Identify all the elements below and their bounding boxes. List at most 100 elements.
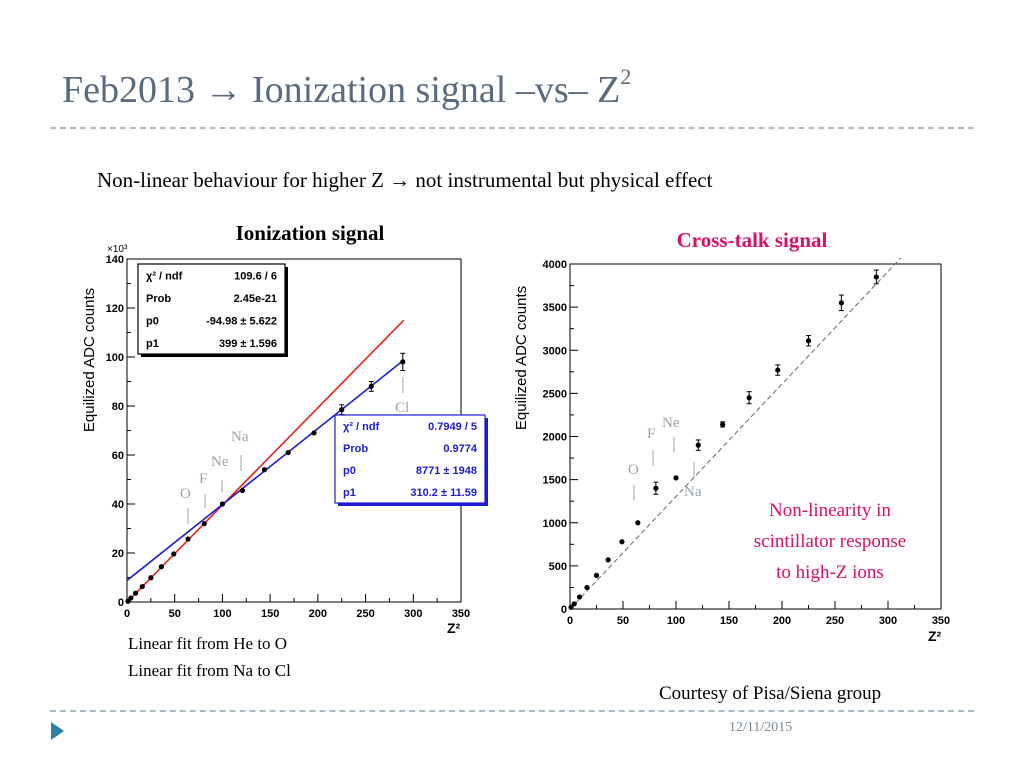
ion-fit1-stat-value: 109.6 / 6 xyxy=(234,270,277,282)
footer-divider xyxy=(50,710,974,712)
ion-data-point xyxy=(201,521,207,527)
ion-data-point xyxy=(219,501,226,507)
ion-y-tick-label: 60 xyxy=(112,450,124,462)
ct-y-tick-label: 2500 xyxy=(543,388,567,400)
ct-y-tick-label: 0 xyxy=(561,604,567,616)
ct-data-point xyxy=(619,539,625,545)
ion-fit1-stat-box xyxy=(137,263,286,355)
ct-data-point xyxy=(653,485,659,491)
ion-data-point xyxy=(261,467,268,473)
ct-data-point xyxy=(635,520,641,526)
slide-title-text: Feb2013 → Ionization signal –vs– Z xyxy=(62,69,621,111)
ion-x-tick-label: 250 xyxy=(356,608,374,620)
ion-fit2-stat-value: 0.9774 xyxy=(443,443,478,455)
ionization-heading: Ionization signal xyxy=(236,221,385,245)
ion-y-tick-label: 40 xyxy=(112,499,124,511)
ct-data-point xyxy=(605,557,611,563)
ct-element-label: F xyxy=(647,426,655,442)
ct-x-tick-label: 50 xyxy=(617,615,629,627)
ct-data-point xyxy=(584,584,590,591)
ion-fit1-stat-value: 2.45e-21 xyxy=(234,293,277,305)
ct-data-point xyxy=(593,572,600,578)
ct-x-tick-label: 350 xyxy=(932,615,950,627)
ion-fit2-stat-value: 8771 ± 1948 xyxy=(416,465,477,477)
crosstalk-note-line: to high-Z ions xyxy=(776,562,884,583)
ion-data-point xyxy=(311,430,317,436)
ion-data-point xyxy=(239,487,246,494)
ct-x-tick-label: 200 xyxy=(773,615,791,627)
ion-data-point xyxy=(400,359,406,365)
crosstalk-note-line: scintillator response xyxy=(754,531,907,552)
ion-x-tick-label: 350 xyxy=(452,608,470,620)
red-fit-legend: Linear fit from He to O xyxy=(128,634,288,653)
ion-data-point xyxy=(158,564,164,570)
ct-y-axis-label: Equilized ADC counts xyxy=(513,286,530,430)
ion-element-label: Cl xyxy=(395,400,409,416)
ct-x-tick-label: 150 xyxy=(720,615,738,627)
ct-y-tick-label: 1500 xyxy=(543,475,567,487)
ct-data-point xyxy=(720,421,726,428)
ion-y-tick-label: 140 xyxy=(106,254,124,266)
ion-y-multiplier: ×10³ xyxy=(107,244,128,255)
ct-y-tick-label: 500 xyxy=(549,561,567,573)
ion-element-label: O xyxy=(180,486,191,502)
ion-fit1-stat-label: Prob xyxy=(146,293,171,305)
ct-element-label: Na xyxy=(684,484,702,500)
ion-x-tick-label: 200 xyxy=(309,608,327,620)
ct-data-point xyxy=(805,338,812,344)
ion-fit1-stat-label: χ² / ndf xyxy=(146,270,183,282)
ion-y-tick-label: 80 xyxy=(112,401,124,413)
ion-y-tick-label: 120 xyxy=(106,303,124,315)
ct-element-label: O xyxy=(628,462,639,478)
ct-data-point xyxy=(873,274,879,280)
ct-y-tick-label: 3000 xyxy=(543,345,567,357)
slide-title: Feb2013 → Ionization signal –vs– Z2 xyxy=(62,66,631,112)
slide-subtitle: Non-linear behaviour for higher Z → not … xyxy=(97,168,713,192)
crosstalk-heading: Cross-talk signal xyxy=(677,228,828,252)
ct-y-tick-label: 4000 xyxy=(543,259,567,271)
ion-fit1-stat-value: -94.98 ± 5.622 xyxy=(206,315,277,327)
ion-fit2-stat-label: p1 xyxy=(343,487,356,499)
ion-fit2-stat-box xyxy=(334,414,486,504)
ion-fit1-stat-label: p1 xyxy=(146,338,159,350)
ion-data-point xyxy=(285,449,291,456)
ion-data-point xyxy=(128,595,134,601)
ion-element-label: F xyxy=(199,471,207,487)
ct-x-tick-label: 250 xyxy=(826,615,844,627)
ion-fit2-stat-label: Prob xyxy=(343,443,368,455)
ion-element-label: Ne xyxy=(211,454,229,470)
ion-data-point xyxy=(339,407,345,413)
ct-x-tick-label: 300 xyxy=(879,615,897,627)
ion-data-point xyxy=(185,536,191,542)
ct-data-point xyxy=(571,601,577,607)
ion-fit2-stat-label: χ² / ndf xyxy=(343,421,380,433)
nav-arrow-icon[interactable] xyxy=(51,722,64,740)
ion-data-point xyxy=(368,383,374,389)
ion-y-tick-label: 20 xyxy=(112,548,124,560)
ion-element-label: Na xyxy=(231,429,249,445)
ion-fit1-stat-label: p0 xyxy=(146,315,159,327)
ion-y-axis-label: Equilized ADC counts xyxy=(81,288,98,432)
ct-frame xyxy=(569,263,942,610)
ct-data-point xyxy=(673,475,679,481)
slide-date: 12/11/2015 xyxy=(729,720,793,735)
ct-x-tick-label: 0 xyxy=(567,615,573,627)
ct-y-tick-label: 2000 xyxy=(543,432,567,444)
ion-data-point xyxy=(132,590,139,596)
ct-element-label: Ne xyxy=(662,415,680,431)
ct-x-axis-label: Z² xyxy=(928,628,942,644)
ct-y-tick-label: 1000 xyxy=(543,518,567,530)
slide-title-superscript: 2 xyxy=(620,64,632,89)
ct-data-point xyxy=(838,300,844,306)
ct-y-tick-label: 3500 xyxy=(543,302,567,314)
ion-y-tick-label: 100 xyxy=(106,352,124,364)
ct-data-point xyxy=(775,367,781,373)
ion-data-point xyxy=(139,583,145,590)
ion-y-tick-label: 0 xyxy=(118,597,124,609)
ion-data-point xyxy=(171,551,177,557)
ion-fit2-stat-value: 0.7949 / 5 xyxy=(428,421,477,433)
ct-data-point xyxy=(568,604,574,610)
ion-fit1-stat-value: 399 ± 1.596 xyxy=(219,338,277,350)
